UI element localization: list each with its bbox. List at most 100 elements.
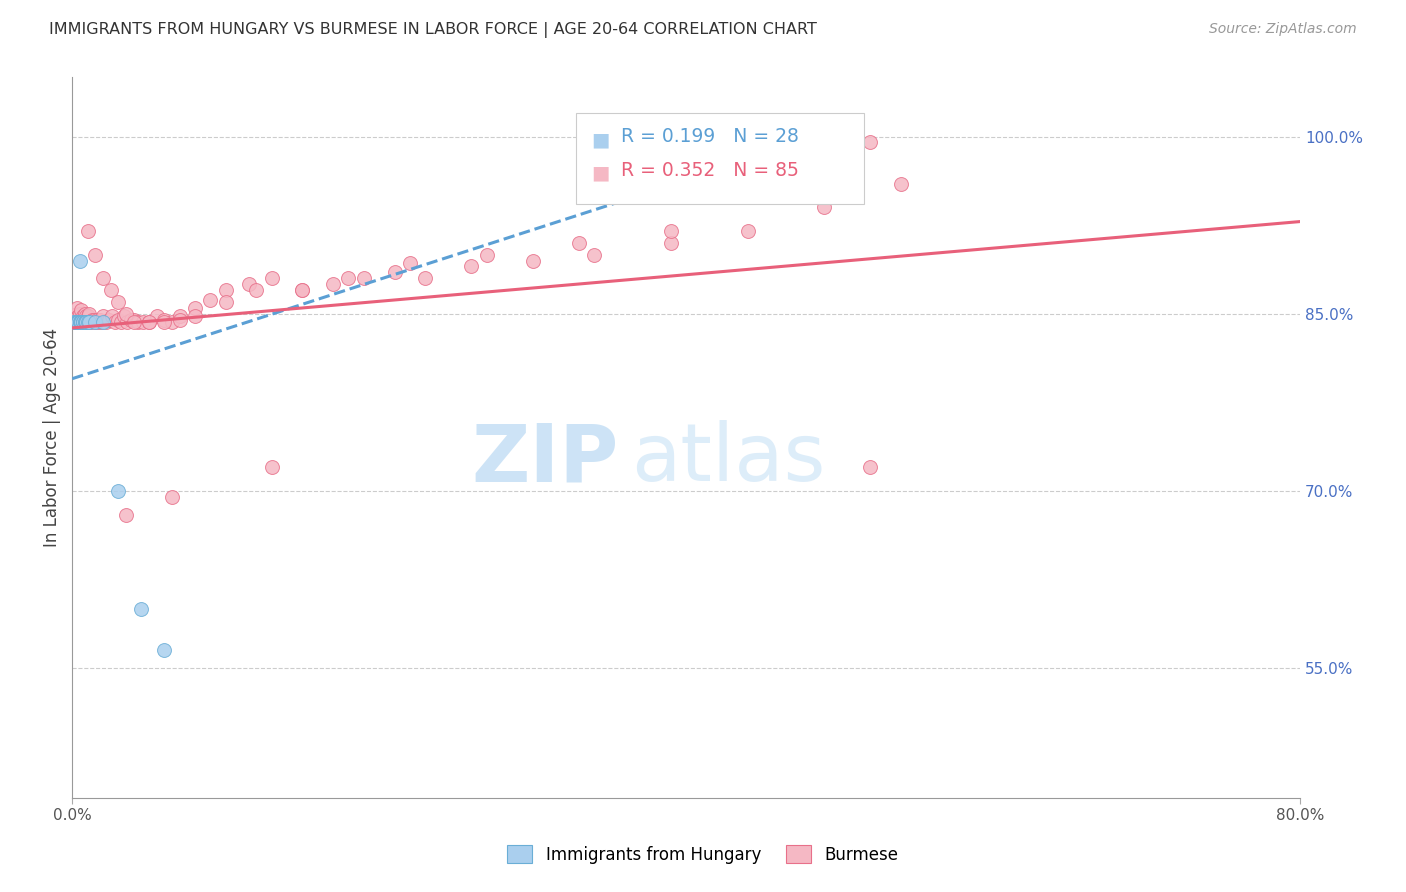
Y-axis label: In Labor Force | Age 20-64: In Labor Force | Age 20-64 [44, 328, 60, 548]
Point [67, 315, 90, 329]
Point [84, 315, 107, 329]
Point [399, 256, 422, 270]
Point [384, 265, 406, 279]
Point [76, 315, 98, 329]
Point [89, 312, 111, 326]
Point [184, 309, 207, 323]
Point [76, 224, 98, 238]
Point [77, 315, 100, 329]
Point [69, 315, 91, 329]
Point [200, 293, 222, 307]
Point [73, 307, 96, 321]
Point [107, 294, 129, 309]
Point [82, 312, 104, 326]
Point [66, 315, 89, 329]
Point [69, 315, 91, 329]
Point [115, 307, 138, 321]
Point [98, 312, 121, 326]
Point [353, 271, 375, 285]
Point [73, 315, 96, 329]
Text: ■: ■ [592, 164, 610, 183]
Point [91, 271, 114, 285]
Point [153, 315, 176, 329]
Point [215, 283, 238, 297]
Point [83, 312, 105, 326]
Point [132, 315, 155, 329]
Point [66, 315, 89, 329]
Point [115, 508, 138, 522]
Point [583, 247, 606, 261]
Point [65, 315, 87, 329]
Point [120, 312, 142, 326]
Point [475, 247, 498, 261]
Point [72, 315, 94, 329]
Point [813, 200, 835, 214]
Point [94, 315, 117, 329]
Point [70, 315, 93, 329]
Point [77, 315, 100, 329]
Point [245, 283, 267, 297]
Point [66, 307, 89, 321]
Point [766, 165, 789, 179]
Point [129, 602, 152, 616]
Point [138, 315, 160, 329]
Text: IMMIGRANTS FROM HUNGARY VS BURMESE IN LABOR FORCE | AGE 20-64 CORRELATION CHART: IMMIGRANTS FROM HUNGARY VS BURMESE IN LA… [49, 22, 817, 38]
Point [110, 315, 132, 329]
Point [145, 309, 167, 323]
Text: ZIP: ZIP [471, 420, 619, 499]
Point [260, 271, 283, 285]
Point [460, 260, 482, 274]
Point [107, 312, 129, 326]
Point [104, 315, 127, 329]
Text: atlas: atlas [631, 420, 825, 499]
Point [75, 315, 97, 329]
Point [107, 483, 129, 498]
Text: Source: ZipAtlas.com: Source: ZipAtlas.com [1209, 22, 1357, 37]
Point [75, 309, 97, 323]
Point [84, 247, 107, 261]
Point [75, 315, 97, 329]
Point [413, 271, 436, 285]
Point [67, 315, 90, 329]
Point [112, 309, 135, 323]
Point [67, 315, 90, 329]
Point [90, 315, 112, 329]
Point [238, 277, 260, 292]
Text: R = 0.199   N = 28: R = 0.199 N = 28 [621, 128, 799, 146]
Point [84, 315, 107, 329]
Legend: Immigrants from Hungary, Burmese: Immigrants from Hungary, Burmese [501, 838, 905, 871]
Point [138, 315, 160, 329]
Point [70, 315, 93, 329]
Point [76, 315, 98, 329]
Point [160, 315, 183, 329]
Point [70, 315, 93, 329]
Point [79, 315, 101, 329]
Point [291, 283, 314, 297]
Point [859, 136, 882, 150]
Point [77, 307, 100, 321]
Point [659, 235, 682, 250]
Point [127, 315, 149, 329]
Point [215, 294, 238, 309]
Point [122, 315, 145, 329]
Point [67, 315, 90, 329]
Point [153, 643, 176, 657]
Point [260, 460, 283, 475]
Point [160, 490, 183, 504]
Point [91, 315, 114, 329]
Point [91, 309, 114, 323]
Point [65, 312, 87, 326]
Point [76, 309, 98, 323]
Text: R = 0.352   N = 85: R = 0.352 N = 85 [621, 161, 799, 180]
Point [890, 177, 912, 191]
Point [73, 315, 96, 329]
Point [67, 309, 90, 323]
Point [70, 315, 93, 329]
Point [117, 315, 139, 329]
Point [337, 271, 360, 285]
Point [169, 309, 191, 323]
Point [86, 312, 108, 326]
Point [69, 307, 91, 321]
Point [69, 315, 91, 329]
Point [101, 309, 124, 323]
